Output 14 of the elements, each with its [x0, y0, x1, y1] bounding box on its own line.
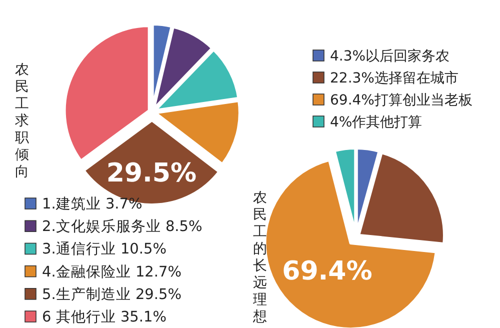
legend-label: 6 其他行业 35.1%: [42, 308, 167, 326]
legend-label: 5.生产制造业 29.5%: [42, 286, 182, 303]
data-label: 69.4%: [282, 256, 372, 286]
legend-label: 69.4%打算创业当老板: [330, 92, 472, 108]
legend-label: 4%作其他打算: [330, 114, 422, 130]
text: 农民工的长远理想: [252, 190, 267, 325]
legend-label: 4.3%以后回家务农: [330, 48, 450, 64]
legend-label: 22.3%选择留在城市: [330, 70, 458, 86]
legend-label: 1.建筑业 3.7%: [42, 196, 142, 212]
legend-label: 3.通信行业 10.5%: [42, 240, 167, 258]
data-label: 29.5%: [106, 158, 197, 189]
legend-label: 2.文化娱乐服务业 8.5%: [42, 218, 202, 236]
text: 农民工求职倾向: [15, 62, 29, 180]
legend-label: 4.金融保险业 12.7%: [42, 263, 182, 280]
